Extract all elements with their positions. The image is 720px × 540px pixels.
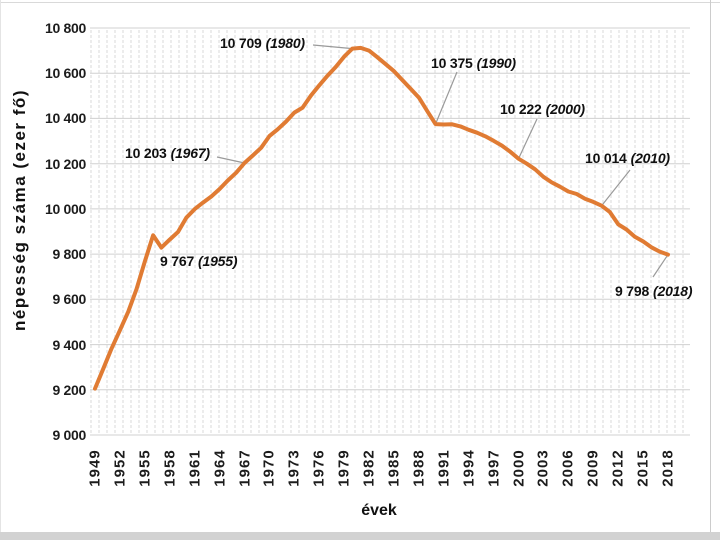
annotation-value: 9 798 xyxy=(615,283,650,299)
plot-area-texture xyxy=(90,28,690,435)
annotation-year: (2010) xyxy=(630,150,670,166)
y-tick-10000: 10 000 xyxy=(44,200,86,217)
x-tick-2003: 2003 xyxy=(534,449,552,487)
x-tick-1952: 1952 xyxy=(111,449,129,487)
x-tick-2012: 2012 xyxy=(609,449,627,487)
annotation-year: (2000) xyxy=(545,101,585,117)
slide-bottom-edge xyxy=(0,532,720,540)
annotation-1967: 10 203 (1967) xyxy=(125,145,210,161)
gridlines xyxy=(90,27,690,436)
x-tick-2009: 2009 xyxy=(584,449,602,487)
x-tick-1961: 1961 xyxy=(186,449,204,487)
annotation-value: 10 709 xyxy=(220,35,262,51)
x-tick-1970: 1970 xyxy=(260,449,278,487)
y-tick-9800: 9 800 xyxy=(52,246,86,263)
x-tick-2000: 2000 xyxy=(510,449,527,487)
x-tick-1955: 1955 xyxy=(136,449,154,487)
population-series-line xyxy=(93,45,670,391)
x-tick-2018: 2018 xyxy=(659,449,677,487)
x-tick-1973: 1973 xyxy=(285,449,303,487)
x-tick-1976: 1976 xyxy=(310,449,328,487)
annotation-value: 9 767 xyxy=(160,253,195,269)
x-tick-1997: 1997 xyxy=(485,449,503,487)
x-tick-1982: 1982 xyxy=(360,449,378,487)
annotation-1955: 9 767 (1955) xyxy=(160,253,238,269)
slide-right-edge xyxy=(710,0,711,540)
x-tick-1964: 1964 xyxy=(211,449,229,487)
annotation-year: (2018) xyxy=(653,283,693,299)
x-tick-1994: 1994 xyxy=(460,449,478,487)
y-tick-9400: 9 400 xyxy=(52,336,86,353)
annotation-2010: 10 014 (2010) xyxy=(585,150,670,166)
y-tick-10200: 10 200 xyxy=(44,155,86,172)
leader-line-2018 xyxy=(652,254,669,278)
annotation-year: (1980) xyxy=(265,35,305,51)
y-tick-9200: 9 200 xyxy=(52,381,86,398)
x-tick-1985: 1985 xyxy=(385,449,403,487)
x-tick-1991: 1991 xyxy=(435,449,453,487)
x-tick-1958: 1958 xyxy=(161,449,179,487)
leader-line-2000 xyxy=(517,118,538,159)
x-tick-1979: 1979 xyxy=(335,449,353,487)
annotation-value: 10 014 xyxy=(585,150,627,166)
annotation-2000: 10 222 (2000) xyxy=(500,101,585,117)
slide-top-edge xyxy=(0,2,720,3)
x-axis-title: évek xyxy=(361,502,397,519)
leader-line-1967 xyxy=(216,156,245,164)
x-tick-1949: 1949 xyxy=(86,449,104,487)
annotation-year: (1955) xyxy=(198,253,238,269)
y-tick-10600: 10 600 xyxy=(44,65,86,82)
annotation-year: (1967) xyxy=(170,145,210,161)
annotation-1990: 10 375 (1990) xyxy=(431,55,516,71)
annotation-year: (1990) xyxy=(476,55,516,71)
annotation-value: 10 203 xyxy=(125,145,167,161)
leader-line-1980 xyxy=(312,44,353,50)
y-axis-title: népesség száma (ezer fő) xyxy=(10,89,29,331)
y-tick-9000: 9 000 xyxy=(52,427,86,443)
y-tick-9600: 9 600 xyxy=(52,291,86,308)
y-tick-10800: 10 800 xyxy=(44,20,86,36)
annotation-value: 10 375 xyxy=(431,55,473,71)
slide-left-edge xyxy=(0,0,1,540)
annotation-value: 10 222 xyxy=(500,101,542,117)
y-tick-10400: 10 400 xyxy=(44,110,86,127)
leader-line-2010 xyxy=(601,169,631,207)
x-tick-2006: 2006 xyxy=(559,449,577,487)
annotation-2018: 9 798 (2018) xyxy=(615,283,693,299)
x-tick-1988: 1988 xyxy=(410,449,428,487)
leader-line-1990 xyxy=(434,71,458,125)
annotation-1980: 10 709 (1980) xyxy=(220,35,305,51)
annotation-leader-lines xyxy=(216,44,669,278)
x-tick-2015: 2015 xyxy=(634,449,652,487)
x-tick-1967: 1967 xyxy=(236,449,253,487)
